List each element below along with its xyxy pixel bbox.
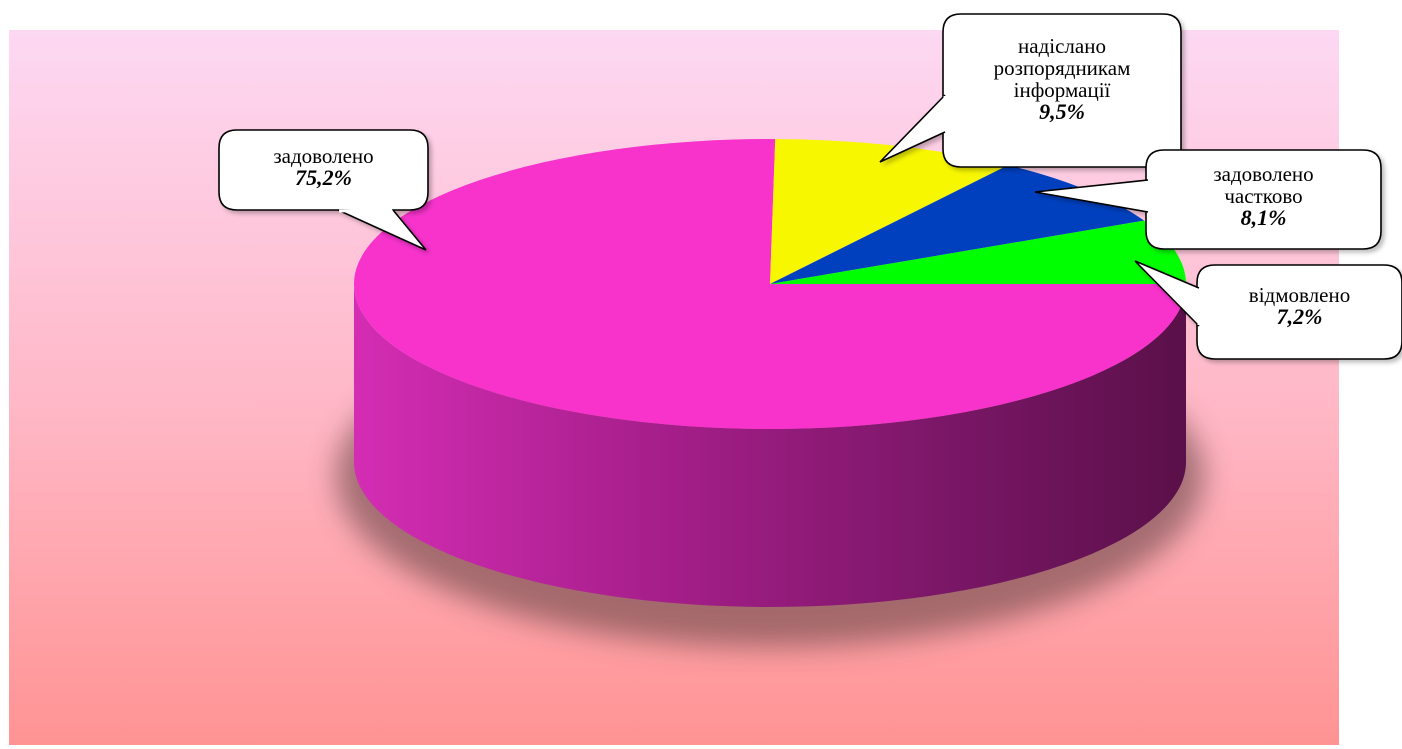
slice-vidmovleno	[770, 220, 1186, 284]
callout-label: задоволено	[273, 144, 373, 168]
slice-side-zadovoleno	[354, 284, 1186, 607]
callout-label: відмовлено	[1249, 283, 1350, 307]
callout-value: 7,2%	[1277, 304, 1323, 329]
callout-pointer	[1034, 179, 1149, 213]
slice-nadislano	[770, 139, 1009, 284]
callout-box	[1196, 264, 1402, 360]
callout-pointer	[337, 209, 427, 251]
callout-value: 8,1%	[1241, 205, 1287, 230]
callout-pointer	[879, 94, 946, 163]
callout-pointer-join	[338, 207, 393, 213]
callout-pointer	[1134, 260, 1200, 327]
callout-label: розпорядникам	[994, 56, 1131, 80]
callout-label: інформації	[1014, 78, 1111, 102]
callout-box	[218, 129, 429, 211]
callout-label: задоволено	[1213, 162, 1313, 186]
pie-side	[354, 284, 1186, 607]
callout-box	[1145, 149, 1382, 250]
pie-callouts: задоволено75,2%надісланорозпорядникамінф…	[218, 13, 1402, 360]
callout-value: 9,5%	[1039, 99, 1085, 124]
pie-slices	[354, 139, 1186, 429]
callout-value: 75,2%	[295, 165, 352, 190]
callout-label: частково	[1224, 184, 1302, 208]
callout-label: надіслано	[1018, 34, 1106, 58]
